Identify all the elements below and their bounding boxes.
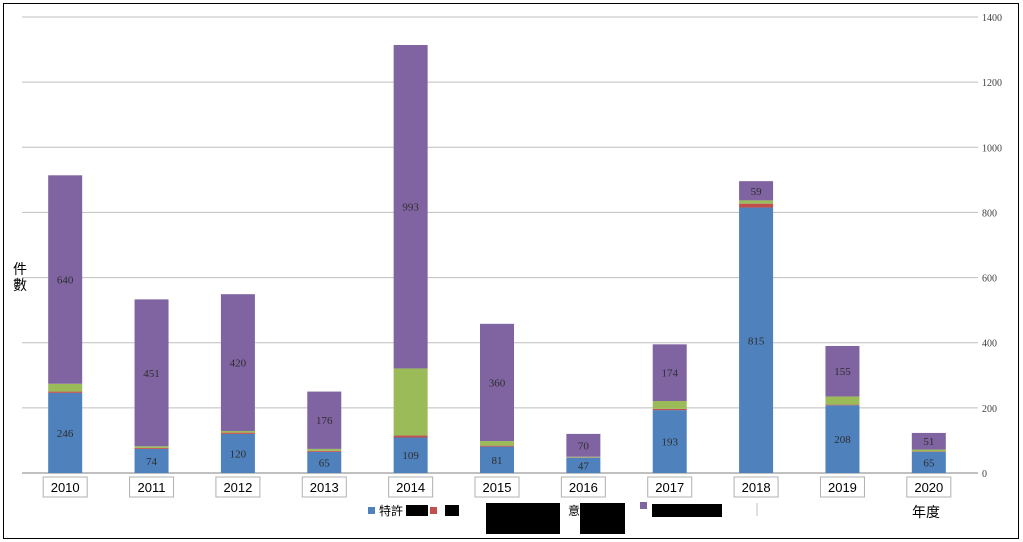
y-tick-label: 1000 bbox=[982, 143, 1002, 154]
data-label: 176 bbox=[316, 415, 333, 427]
bar-segment bbox=[48, 384, 82, 392]
data-label: 47 bbox=[578, 460, 590, 472]
data-label: 65 bbox=[319, 457, 331, 469]
legend-label-3: 意 bbox=[568, 502, 580, 519]
bar-segment bbox=[739, 204, 773, 208]
bar-segment bbox=[739, 200, 773, 203]
x-tick-label: 2015 bbox=[483, 480, 512, 495]
legend-swatch-4 bbox=[640, 502, 647, 509]
y-tick-label: 600 bbox=[982, 274, 997, 285]
bar-segment bbox=[825, 405, 859, 406]
bar-segment bbox=[221, 433, 255, 434]
data-label: 420 bbox=[230, 358, 247, 370]
y-tick-label: 0 bbox=[982, 469, 987, 480]
redaction-block bbox=[486, 503, 560, 534]
y-tick-label: 200 bbox=[982, 404, 997, 415]
data-label: 193 bbox=[661, 437, 678, 449]
data-label: 81 bbox=[492, 455, 503, 467]
stacked-bar-chart: 0 200 400 600 800 1000 1200 1400 246 640 2010 74 451… bbox=[0, 0, 1023, 542]
bar-segment bbox=[566, 457, 600, 458]
bar-segment bbox=[394, 368, 428, 435]
bar-segment bbox=[653, 401, 687, 409]
legend-swatch-2 bbox=[430, 507, 437, 514]
bar-segment bbox=[135, 446, 169, 448]
data-label: 109 bbox=[402, 450, 419, 462]
redaction-block bbox=[652, 504, 722, 517]
data-label: 74 bbox=[146, 456, 158, 468]
y-axis-title: 件數 bbox=[11, 262, 29, 294]
x-tick-label: 2012 bbox=[223, 480, 252, 495]
data-label: 451 bbox=[143, 368, 160, 380]
x-tick-label: 2013 bbox=[310, 480, 339, 495]
data-label: 65 bbox=[923, 457, 935, 469]
bar-segment bbox=[221, 431, 255, 433]
data-label: 640 bbox=[57, 275, 74, 287]
data-label: 59 bbox=[751, 186, 763, 198]
x-tick-label: 2010 bbox=[51, 480, 80, 495]
legend-label-patent: 特許 bbox=[379, 502, 403, 519]
y-tick-label: 400 bbox=[982, 339, 997, 350]
redaction-block bbox=[406, 505, 428, 516]
data-label: 120 bbox=[230, 448, 247, 460]
x-axis-title: 年度 bbox=[912, 502, 940, 522]
y-tick-label: 1200 bbox=[982, 78, 1002, 89]
data-label: 51 bbox=[923, 436, 934, 448]
bar-segment bbox=[307, 449, 341, 451]
y-tick-label: 1400 bbox=[982, 13, 1002, 24]
legend-item-patent: 特許 bbox=[368, 502, 403, 519]
bar-segment bbox=[825, 396, 859, 404]
bar-segment bbox=[394, 436, 428, 438]
x-tick-label: 2019 bbox=[828, 480, 857, 495]
data-label: 360 bbox=[489, 377, 506, 389]
bar-segment bbox=[135, 448, 169, 449]
data-label: 815 bbox=[748, 335, 765, 347]
x-tick-label: 2011 bbox=[138, 480, 166, 495]
bar-segment bbox=[480, 441, 514, 446]
data-label: 993 bbox=[402, 202, 419, 214]
bar-segment bbox=[653, 409, 687, 410]
bar-segment bbox=[480, 446, 514, 447]
data-label: 246 bbox=[57, 428, 74, 440]
redaction-block bbox=[445, 505, 459, 516]
legend-item-4 bbox=[640, 502, 651, 509]
x-tick-label: 2018 bbox=[742, 480, 771, 495]
x-tick-label: 2017 bbox=[655, 480, 684, 495]
data-label: 155 bbox=[834, 366, 851, 378]
x-tick-label: 2020 bbox=[914, 480, 943, 495]
bar-segment bbox=[307, 451, 341, 452]
y-tick-label: 800 bbox=[982, 208, 997, 219]
data-label: 70 bbox=[578, 440, 590, 452]
x-tick-label: 2016 bbox=[569, 480, 598, 495]
bar-segment bbox=[912, 450, 946, 452]
redaction-block bbox=[580, 503, 625, 534]
data-label: 174 bbox=[661, 368, 678, 380]
x-tick-label: 2014 bbox=[396, 480, 425, 495]
bar-segment bbox=[48, 392, 82, 393]
legend-swatch-patent bbox=[368, 507, 375, 514]
data-label: 208 bbox=[834, 434, 851, 446]
